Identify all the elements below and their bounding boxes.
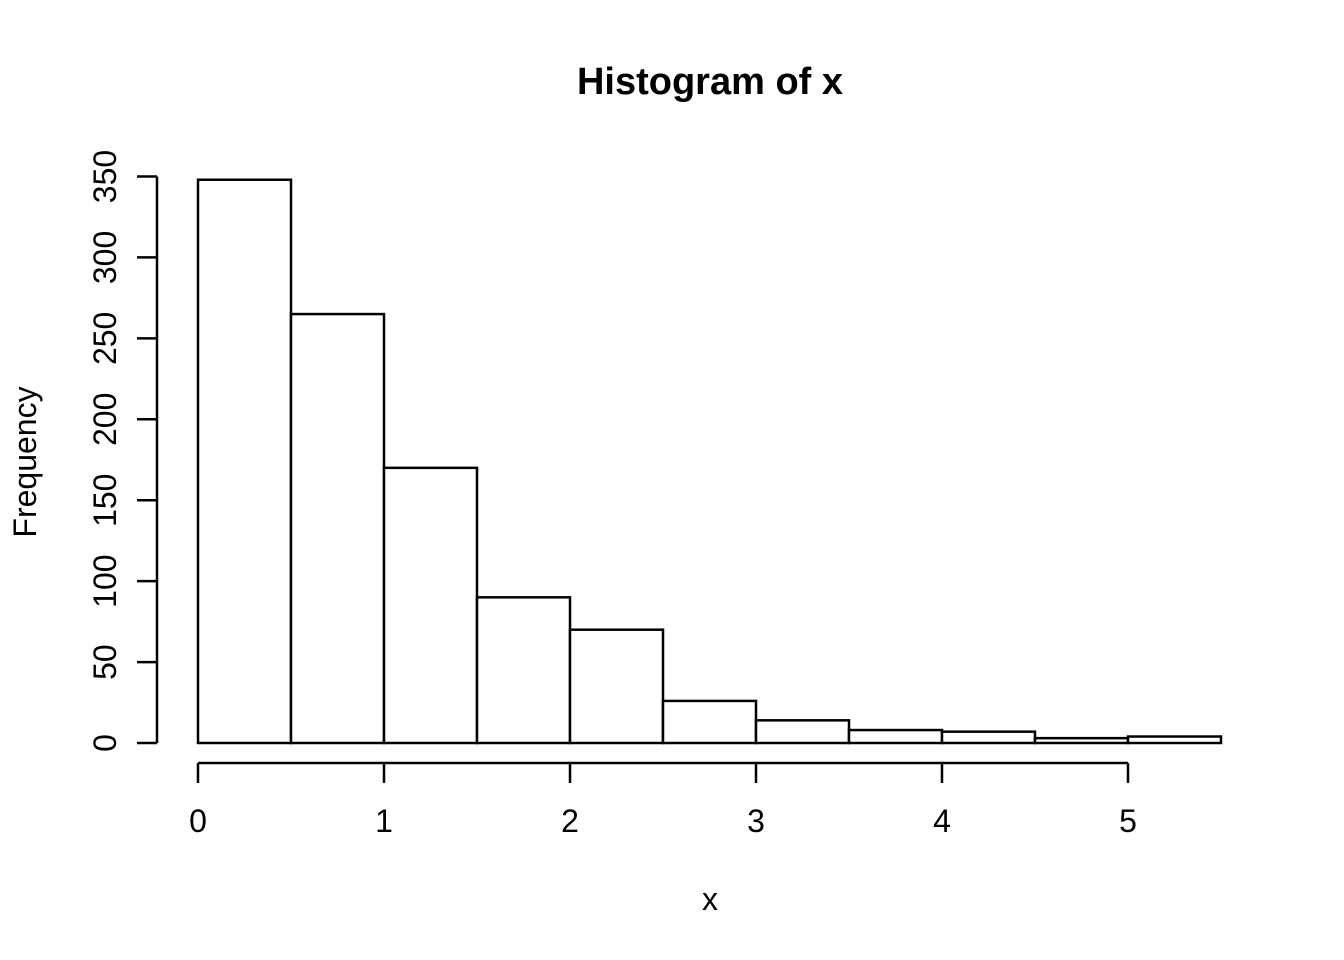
x-tick-label: 1 bbox=[375, 803, 393, 839]
histogram-bar bbox=[196, 178, 293, 745]
histogram-bar bbox=[661, 699, 758, 745]
y-axis-label: Frequency bbox=[7, 386, 43, 537]
histogram-bar bbox=[289, 312, 386, 745]
y-tick-label: 250 bbox=[87, 312, 123, 365]
y-tick-label: 150 bbox=[87, 474, 123, 527]
histogram-bar bbox=[1126, 735, 1223, 745]
x-tick-label: 0 bbox=[189, 803, 207, 839]
y-tick-label: 300 bbox=[87, 231, 123, 284]
bars-group bbox=[196, 178, 1223, 745]
histogram-bar bbox=[847, 728, 944, 745]
x-tick-label: 2 bbox=[561, 803, 579, 839]
y-tick-label: 350 bbox=[87, 150, 123, 203]
histogram-bar bbox=[1033, 736, 1130, 745]
x-tick-label: 3 bbox=[747, 803, 765, 839]
histogram-bar bbox=[754, 719, 851, 745]
x-axis-group: 0 1 2 3 4 5 bbox=[189, 761, 1137, 839]
y-tick-label: 0 bbox=[87, 734, 123, 752]
x-tick-label: 4 bbox=[933, 803, 951, 839]
x-axis-label: x bbox=[702, 881, 718, 917]
histogram-bar bbox=[382, 466, 479, 745]
y-tick-label: 100 bbox=[87, 554, 123, 607]
histogram-bar bbox=[568, 628, 665, 745]
histogram-bar bbox=[940, 730, 1037, 745]
y-axis-group: 0 50 100 150 200 250 300 350 bbox=[87, 150, 159, 752]
x-tick-label: 5 bbox=[1119, 803, 1137, 839]
chart-title: Histogram of x bbox=[577, 61, 843, 103]
y-tick-label: 50 bbox=[87, 644, 123, 680]
y-tick-label: 200 bbox=[87, 393, 123, 446]
histogram-bar bbox=[475, 596, 572, 745]
